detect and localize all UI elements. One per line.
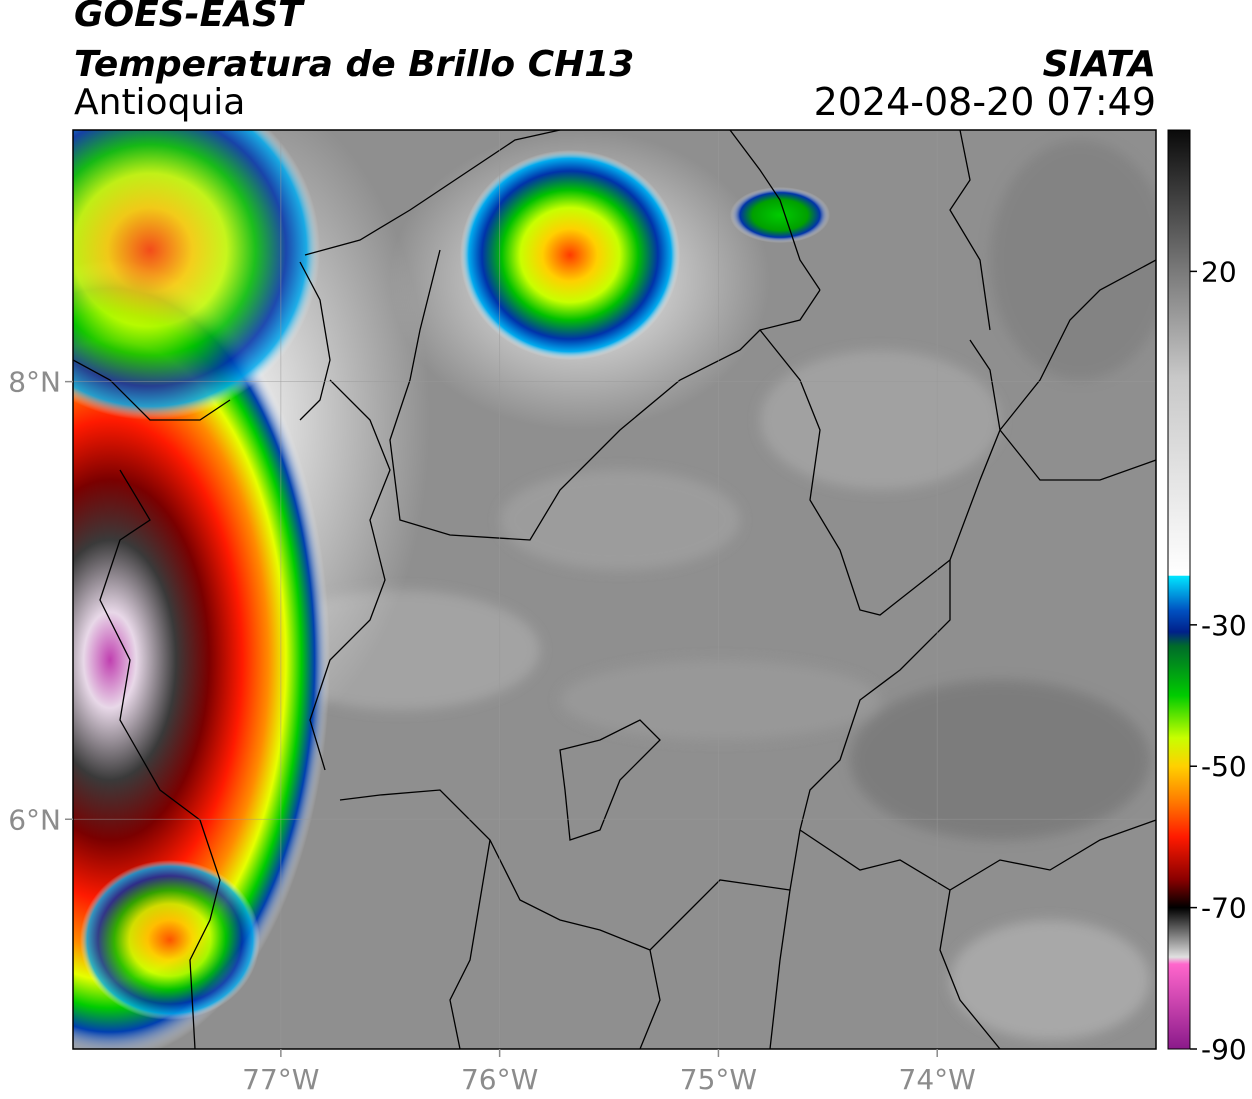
colorbar-tick-label: 20 bbox=[1201, 255, 1237, 288]
coastline-uraba bbox=[299, 261, 391, 771]
coastal-cell-north bbox=[73, 130, 320, 420]
inner-municipality-boundary bbox=[559, 719, 661, 841]
northeast-boundary bbox=[999, 259, 1156, 481]
latitude-ticks: 8°N 6°N bbox=[8, 366, 73, 836]
longitude-tick-label: 76°W bbox=[461, 1063, 538, 1096]
product-title: Temperatura de Brillo CH13 bbox=[74, 44, 635, 85]
latitude-tick-label: 6°N bbox=[8, 803, 61, 836]
antioquia-north-boundary bbox=[389, 249, 821, 541]
coastline-north bbox=[304, 130, 561, 256]
satellite-title: GOES-EAST bbox=[74, 0, 303, 35]
colorbar-tick-label: -50 bbox=[1201, 750, 1247, 783]
southeast-boundary bbox=[799, 819, 1156, 891]
agency-label: SIATA bbox=[1042, 44, 1156, 85]
satellite-imagery bbox=[73, 130, 1156, 1049]
coastal-convective-system bbox=[73, 260, 330, 1049]
antioquia-east-boundary bbox=[759, 329, 1001, 616]
colorbar-tick-label: -90 bbox=[1201, 1033, 1247, 1066]
colorbar-tick-label: -70 bbox=[1201, 892, 1247, 925]
colorbar-tick-label: -30 bbox=[1201, 609, 1247, 642]
cloud-texture bbox=[260, 140, 1156, 1040]
admin-boundaries bbox=[73, 130, 1156, 1049]
southern-boundaries bbox=[449, 839, 1001, 1049]
graticule bbox=[73, 130, 1156, 1049]
colorbar-ticks: 20 -30 -50 -70 -90 bbox=[1190, 255, 1247, 1066]
longitude-ticks: 77°W 76°W 75°W 74°W bbox=[242, 1049, 976, 1096]
coastal-cell-south bbox=[80, 860, 260, 1020]
northeast-small-cell bbox=[730, 187, 830, 243]
longitude-tick-label: 75°W bbox=[680, 1063, 757, 1096]
region-label: Antioquia bbox=[74, 82, 246, 123]
map-frame bbox=[72, 129, 1157, 1050]
colorbar bbox=[1167, 129, 1191, 1050]
latitude-tick-label: 8°N bbox=[8, 366, 61, 399]
northern-storm-cell bbox=[460, 150, 680, 360]
timestamp-label: 2024-08-20 07:49 bbox=[813, 80, 1156, 124]
longitude-tick-label: 74°W bbox=[899, 1063, 976, 1096]
antioquia-south-boundary bbox=[339, 560, 951, 951]
northern-boundaries bbox=[729, 130, 991, 331]
longitude-tick-label: 77°W bbox=[242, 1063, 319, 1096]
coastline-pacific bbox=[73, 359, 231, 1049]
